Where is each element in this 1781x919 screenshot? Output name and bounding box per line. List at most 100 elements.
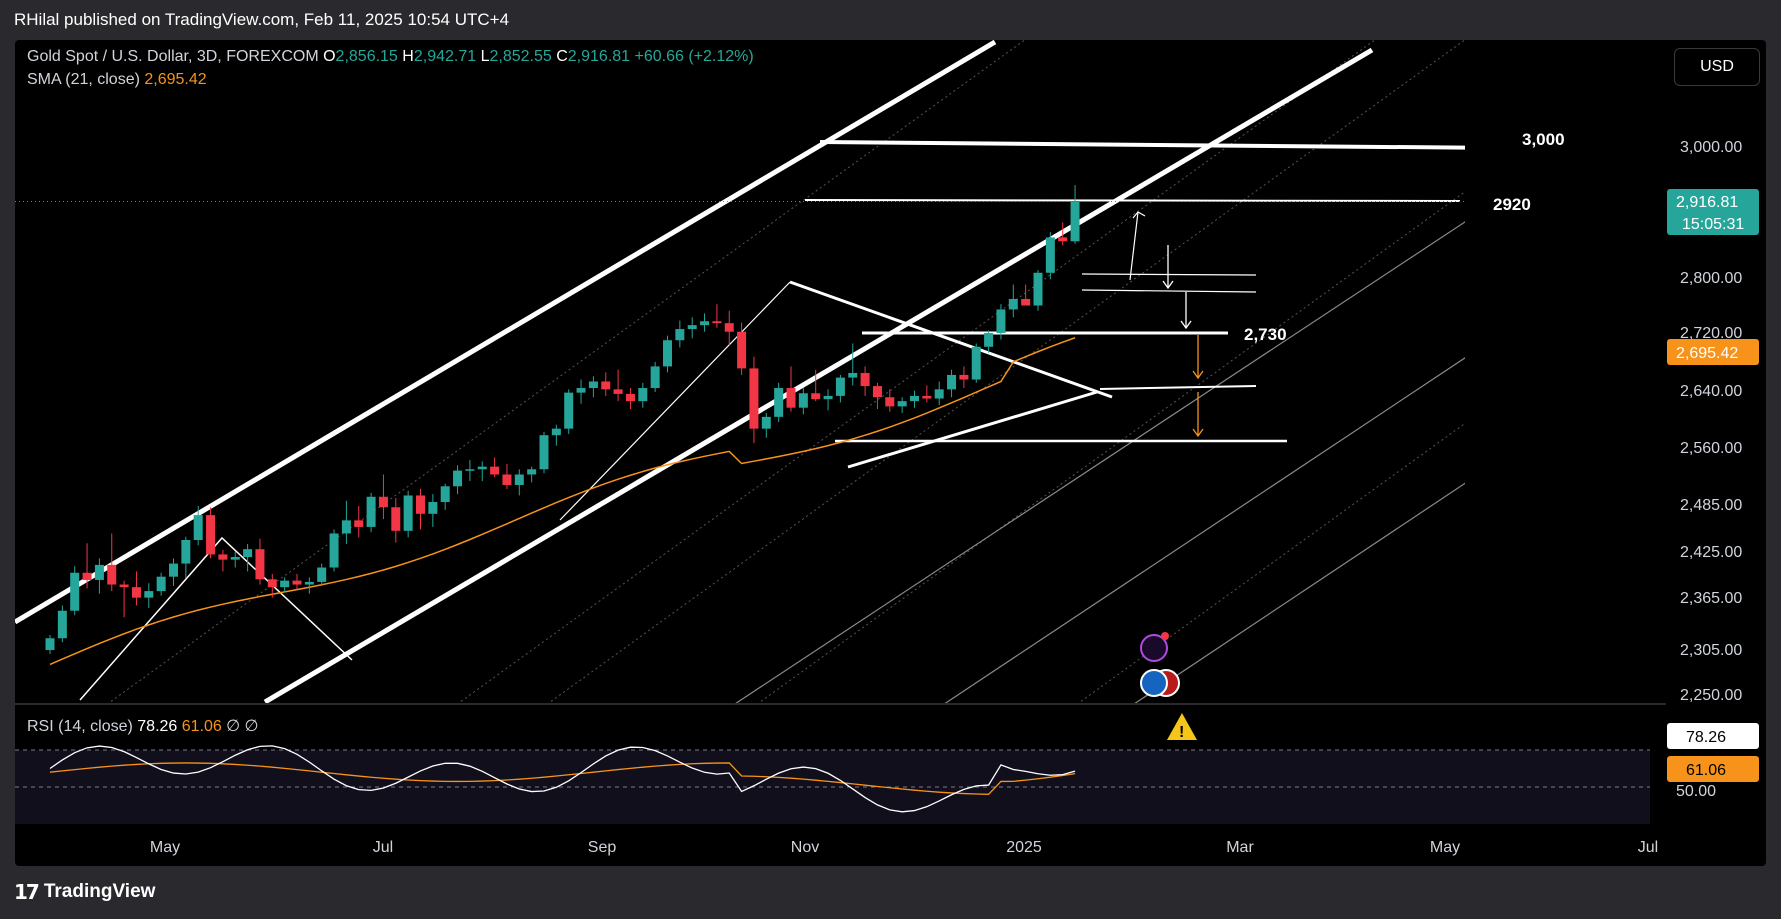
candle-body	[1008, 298, 1018, 310]
candle-body	[601, 381, 611, 390]
y-axis-tick: 2,640.00	[1680, 383, 1742, 400]
candle-body	[613, 389, 623, 394]
candle-body	[996, 309, 1006, 334]
candle-body	[416, 495, 425, 514]
last-price-tag-value: 2,916.81	[1676, 194, 1738, 211]
symbol-legend: Gold Spot / U.S. Dollar, 3D, FOREXCOM O2…	[27, 48, 754, 66]
candle-body	[378, 496, 388, 508]
candle-body	[885, 397, 895, 407]
rsi-extra-1: ∅	[226, 718, 241, 735]
level-label: 2920	[1493, 195, 1531, 214]
channel-line	[943, 357, 1465, 704]
candle-body	[341, 520, 351, 534]
down-arrow-head	[1180, 320, 1192, 330]
candle-body	[675, 329, 685, 341]
rsi-legend[interactable]: RSI (14, close) 78.26 61.06 ∅ ∅	[27, 716, 259, 736]
candle-body	[527, 469, 537, 475]
candle-body	[131, 587, 141, 598]
channel-dotted-line	[106, 40, 1026, 704]
candle-body	[947, 374, 957, 390]
candle-body	[835, 377, 845, 396]
close-label: C	[556, 48, 568, 65]
low-label: L	[480, 48, 490, 65]
chart-frame[interactable]: 3,000 2920 2,730 3,000.00 2,800.00 2,720.00 2,…	[15, 40, 1766, 866]
candle-body	[502, 474, 512, 485]
candle-body	[206, 515, 216, 555]
high-value: 2,942.71	[413, 48, 477, 65]
down-arrow-orange-head	[1192, 428, 1204, 438]
change-value: +60.66 (+2.12%)	[634, 48, 754, 65]
x-axis-tick: Jul	[373, 839, 393, 856]
candle-body	[551, 428, 561, 436]
candle-body	[724, 323, 734, 332]
x-axis-tick: 2025	[1006, 839, 1042, 856]
candle-body	[57, 610, 67, 639]
candle-body	[218, 554, 228, 560]
swing-line	[559, 281, 791, 521]
rsi-ma-tag-text: 61.06	[1686, 762, 1726, 779]
sma-legend[interactable]: SMA (21, close) 2,695.42	[27, 71, 207, 89]
candle-body	[70, 572, 80, 611]
last-price-tag	[1667, 189, 1759, 235]
candle-body	[700, 321, 710, 326]
y-axis-tick: 2,560.00	[1680, 440, 1742, 457]
candle-body	[638, 388, 648, 402]
up-arrow-head	[1132, 211, 1146, 219]
rsi-line	[49, 745, 1076, 813]
close-value: 2,916.81	[567, 48, 631, 65]
candle-body	[786, 388, 796, 408]
candle-body	[872, 386, 882, 398]
level-2920-line	[804, 199, 1461, 202]
candle-body	[403, 495, 413, 531]
candle-body	[663, 340, 672, 367]
candle-body	[1045, 237, 1055, 273]
last-price-tag-countdown: 15:05:31	[1682, 216, 1744, 233]
y-axis-tick: 2,425.00	[1680, 544, 1742, 561]
candle-body	[1033, 272, 1043, 306]
candle-body	[897, 401, 907, 407]
candle-body	[94, 564, 104, 580]
y-axis-tick: 2,305.00	[1680, 642, 1742, 659]
candle-body	[823, 395, 833, 400]
publisher-attribution: RHilal published on TradingView.com, Feb…	[14, 10, 510, 29]
level-3000-line	[819, 140, 1465, 150]
candle-body	[366, 496, 376, 527]
candle-body	[477, 466, 487, 470]
candle-body	[848, 372, 858, 378]
candle-body	[317, 567, 327, 582]
candle-body	[280, 580, 290, 588]
candle-body	[119, 584, 129, 588]
tradingview-logo-icon: 17	[14, 880, 40, 904]
candle-body	[1021, 298, 1031, 306]
candle-body	[650, 366, 660, 389]
sma-price-tag	[1667, 339, 1759, 365]
sma-price-tag-value: 2,695.42	[1676, 345, 1738, 362]
candle-body	[428, 502, 438, 514]
sma-line	[49, 337, 1076, 666]
swing-line	[79, 536, 353, 701]
candle-body	[144, 591, 154, 598]
candle-body	[514, 474, 524, 485]
currency-button[interactable]: USD	[1674, 48, 1760, 86]
candle-body	[539, 435, 549, 470]
candle-body	[576, 388, 586, 393]
x-axis-tick: Sep	[588, 839, 617, 856]
y-axis-tick: 2,365.00	[1680, 590, 1742, 607]
symbol-title[interactable]: Gold Spot / U.S. Dollar, 3D, FOREXCOM	[27, 48, 319, 65]
x-axis-tick: Mar	[1226, 839, 1254, 856]
chart-canvas[interactable]: 3,000 2920 2,730 3,000.00 2,800.00 2,720.00 2,…	[15, 40, 1766, 866]
warning-icon-mark: !	[1179, 724, 1184, 741]
rsi-label: RSI (14, close)	[27, 718, 133, 735]
y-axis-tick: 2,485.00	[1680, 497, 1742, 514]
rsi-ma-tag	[1667, 756, 1759, 782]
brand-name: TradingView	[43, 881, 156, 902]
candle-body	[243, 549, 253, 558]
sma-value: 2,695.42	[144, 71, 207, 88]
down-arrow-head	[1162, 280, 1174, 290]
tradingview-brand[interactable]: 17 TradingView	[14, 880, 155, 904]
triangle-lower-line	[847, 390, 1098, 469]
candle-body	[712, 321, 722, 324]
lightning-event-icon	[1140, 634, 1168, 662]
open-value: 2,856.15	[335, 48, 398, 65]
candle-body	[811, 393, 821, 400]
